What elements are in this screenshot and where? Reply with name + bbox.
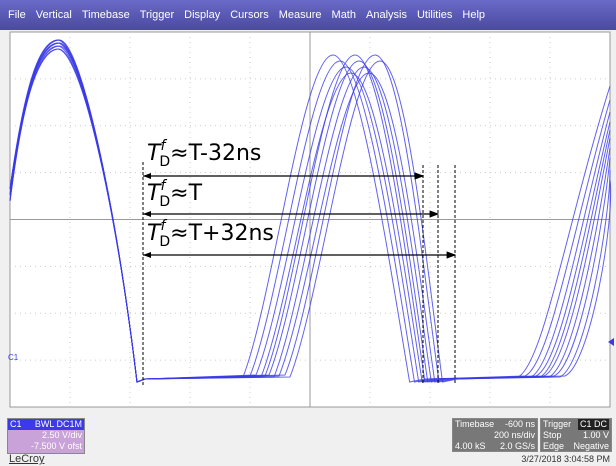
menu-item[interactable]: Display <box>184 9 221 21</box>
channel-flags: BWL DC1M <box>34 419 82 429</box>
waveforms <box>9 39 612 383</box>
channel-offset: -7.500 V ofst <box>30 441 82 451</box>
annotation-symbol: T <box>147 141 162 166</box>
trigger-source: C1 DC <box>577 419 609 430</box>
menu-item[interactable]: Measure <box>278 9 322 21</box>
logo: LeCroy <box>9 453 45 465</box>
trigger-level: 1.00 V <box>582 430 609 440</box>
menu-item[interactable]: File <box>8 9 26 21</box>
span-arrow-start <box>143 252 151 258</box>
channel-scale: 2.50 V/div <box>41 430 82 440</box>
annotation-symbol: T <box>147 181 162 206</box>
menu-item[interactable]: Help <box>462 9 486 21</box>
waveform-trace <box>9 39 611 383</box>
annotation-rest: ≈T+32ns <box>170 221 274 246</box>
trigger-box[interactable]: Trigger C1 DC Stop 1.00 V Edge Negative <box>540 418 612 452</box>
annotation-symbol: T <box>147 221 162 246</box>
menu-item[interactable]: Math <box>331 9 356 21</box>
timebase-box[interactable]: Timebase -600 ns 200 ns/div 4.00 kS 2.0 GS… <box>452 418 538 452</box>
trigger-mode: Stop <box>543 430 562 440</box>
annotation: Tf D≈T-32ns <box>147 138 261 170</box>
timebase-samples: 4.00 kS <box>455 441 486 451</box>
timebase-label: Timebase <box>455 419 495 429</box>
trigger-label: Trigger <box>543 419 572 429</box>
waveform-trace <box>9 39 611 383</box>
annotation-sub: D <box>159 194 170 210</box>
annotation-rest: ≈T-32ns <box>170 141 261 166</box>
annotation-sup: f <box>160 138 167 154</box>
menu-item[interactable]: Utilities <box>416 9 453 21</box>
span-arrow-start <box>143 173 151 179</box>
menu-item[interactable]: Analysis <box>366 9 407 21</box>
annotation: Tf D≈T <box>147 178 203 210</box>
waveform-trace <box>9 42 612 383</box>
annotation-sub: D <box>159 154 170 170</box>
menu-item[interactable]: Trigger <box>139 9 175 21</box>
menu-item[interactable]: Vertical <box>35 9 72 21</box>
trigger-slope: Negative <box>573 441 609 451</box>
timebase-rate: 2.0 GS/s <box>499 441 535 451</box>
span-arrow-start <box>143 211 151 217</box>
channel-name: C1 <box>10 419 22 429</box>
channel-marker: C1 <box>8 353 19 362</box>
annotation-sup: f <box>160 218 167 234</box>
trigger-level-marker <box>608 338 614 346</box>
annotation-sup: f <box>160 178 167 194</box>
annotation: Tf D≈T+32ns <box>147 218 274 250</box>
menu-item[interactable]: Timebase <box>81 9 130 21</box>
annotation-rest: ≈T <box>170 181 202 206</box>
timebase-scale: 200 ns/div <box>493 430 535 440</box>
menu-bar: File Vertical Timebase Trigger Display Cursor… <box>0 0 616 30</box>
annotation-sub: D <box>159 234 170 250</box>
timestamp: 3/27/2018 3:04:58 PM <box>521 454 610 464</box>
menu-item[interactable]: Cursors <box>230 9 269 21</box>
timebase-delay: -600 ns <box>504 419 535 429</box>
trigger-type: Edge <box>543 441 565 451</box>
channel-box[interactable]: C1 BWL DC1M 2.50 V/div -7.500 V ofst <box>7 418 85 454</box>
